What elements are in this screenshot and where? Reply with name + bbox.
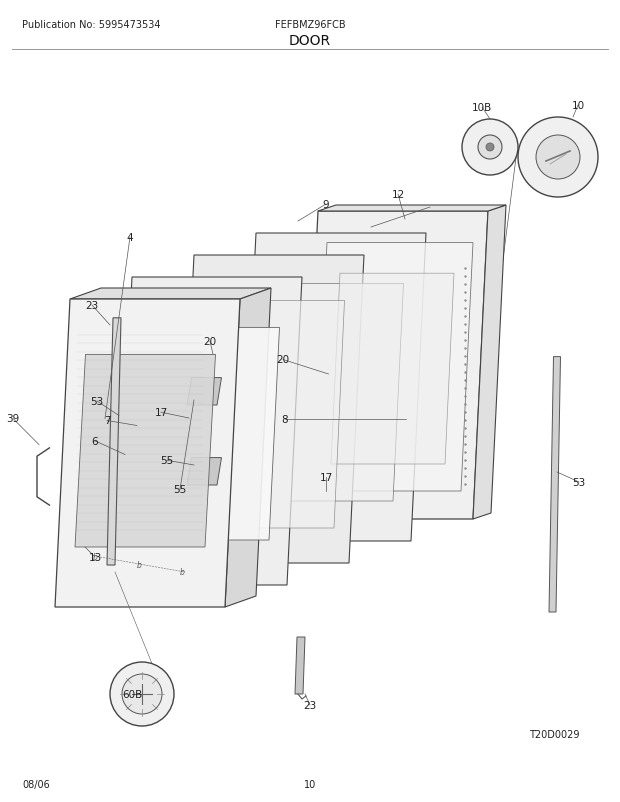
Text: 8: 8: [281, 415, 288, 425]
Circle shape: [518, 118, 598, 198]
Circle shape: [462, 119, 518, 176]
Text: DOOR: DOOR: [289, 34, 331, 48]
Text: 60B: 60B: [122, 689, 142, 699]
Polygon shape: [315, 243, 473, 492]
Text: 13: 13: [89, 553, 102, 562]
Text: 20: 20: [203, 337, 216, 347]
Text: 39: 39: [6, 414, 20, 424]
Polygon shape: [55, 300, 240, 607]
Text: 7: 7: [104, 416, 110, 426]
Text: T20D0029: T20D0029: [529, 729, 580, 739]
Text: Publication No: 5995473534: Publication No: 5995473534: [22, 20, 161, 30]
Polygon shape: [107, 318, 121, 565]
Polygon shape: [225, 289, 271, 607]
Polygon shape: [187, 378, 221, 406]
Polygon shape: [303, 212, 488, 520]
Circle shape: [110, 662, 174, 726]
Polygon shape: [259, 284, 404, 501]
Text: 17: 17: [154, 407, 167, 418]
Polygon shape: [295, 638, 305, 695]
Circle shape: [478, 136, 502, 160]
Polygon shape: [331, 273, 454, 464]
Text: 6: 6: [92, 436, 99, 446]
Polygon shape: [318, 206, 506, 212]
Text: 4: 4: [126, 233, 133, 243]
Polygon shape: [187, 458, 221, 485]
Text: 20: 20: [277, 355, 290, 365]
Text: 10: 10: [572, 101, 585, 111]
Polygon shape: [70, 289, 271, 300]
Text: b: b: [180, 567, 185, 577]
Text: 53: 53: [91, 396, 104, 407]
Text: 23: 23: [86, 301, 99, 310]
Text: 55: 55: [161, 456, 174, 466]
Text: 23: 23: [303, 700, 317, 710]
Text: 17: 17: [319, 472, 332, 483]
Text: 10: 10: [304, 779, 316, 789]
Text: FEFBMZ96FCB: FEFBMZ96FCB: [275, 20, 345, 30]
Circle shape: [122, 674, 162, 714]
Text: 12: 12: [391, 190, 405, 200]
Circle shape: [486, 144, 494, 152]
Text: 08/06: 08/06: [22, 779, 50, 789]
Polygon shape: [117, 277, 302, 585]
Polygon shape: [179, 256, 364, 563]
Circle shape: [536, 136, 580, 180]
Text: b: b: [137, 561, 142, 569]
Text: 53: 53: [572, 477, 586, 488]
Polygon shape: [473, 206, 506, 520]
Text: 10B: 10B: [472, 103, 492, 113]
Polygon shape: [75, 355, 216, 547]
Polygon shape: [135, 328, 280, 541]
Polygon shape: [119, 318, 132, 575]
Text: 9: 9: [322, 200, 329, 210]
Text: 55: 55: [174, 484, 187, 495]
Polygon shape: [241, 233, 426, 541]
Text: b: b: [93, 553, 98, 561]
Polygon shape: [194, 301, 345, 529]
Polygon shape: [549, 357, 560, 612]
